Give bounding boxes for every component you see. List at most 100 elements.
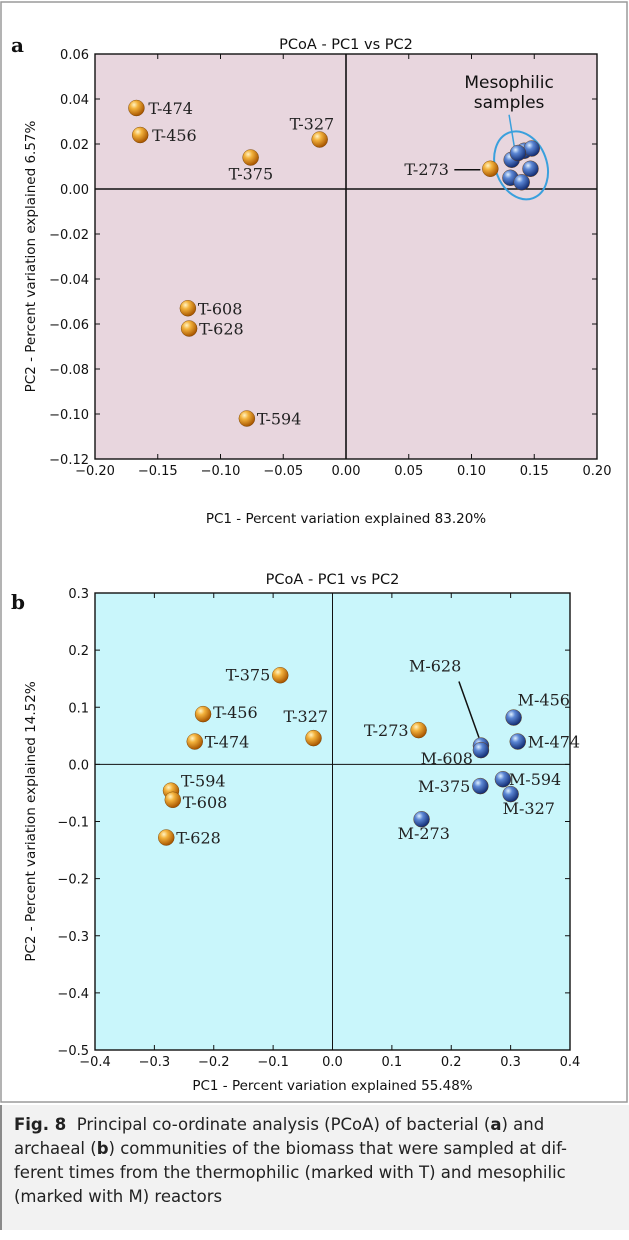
point-label: T-594: [257, 410, 302, 429]
y-tick-label: −0.3: [57, 930, 89, 945]
point-label: T-608: [183, 793, 228, 812]
caption-part-4: ) communities of the biomass that were s…: [14, 1139, 567, 1206]
x-tick-label: −0.15: [138, 464, 178, 479]
caption-part-1: a: [490, 1115, 502, 1134]
y-tick-label: 0.1: [68, 701, 89, 716]
x-tick-label: −0.20: [75, 464, 115, 479]
chart-title: PCoA - PC1 vs PC2: [279, 37, 413, 53]
thermophilic-point: [311, 131, 328, 148]
x-tick-label: 0.4: [560, 1055, 581, 1070]
panel-letter: a: [11, 33, 24, 57]
x-tick-label: −0.1: [257, 1055, 289, 1070]
y-tick-label: 0.2: [68, 644, 89, 659]
x-tick-label: 0.05: [394, 464, 423, 479]
caption-label: Fig. 8: [14, 1115, 67, 1134]
panel-a: −0.20 −0.15 −0.10 −0.05 0.00 0.05 0.10 0.15 0.20…: [11, 33, 611, 527]
x-tick-label: −0.4: [79, 1055, 111, 1070]
point-label: T-456: [152, 126, 197, 145]
y-axis-label: PC2 - Percent variation explained 14.52%: [23, 681, 39, 961]
x-tick-label: −0.05: [263, 464, 303, 479]
point-label: T-375: [229, 165, 274, 184]
mesophilic-point: [502, 785, 519, 803]
mesophilic-point: [509, 733, 526, 750]
y-tick-label: −0.4: [57, 987, 89, 1002]
x-tick-label: −0.3: [139, 1055, 171, 1070]
thermophilic-point: [238, 410, 256, 427]
mesophilic-point: [522, 160, 539, 177]
thermophilic-point: [482, 160, 499, 177]
mesophilic-point: [523, 140, 540, 157]
mesophilic-annotation: Mesophilic samples: [464, 73, 553, 113]
point-label: T-273: [404, 160, 449, 179]
thermophilic-point: [305, 729, 322, 747]
thermophilic-point: [272, 667, 289, 684]
thermophilic-point: [158, 829, 175, 846]
x-axis-label: PC1 - Percent variation explained 83.20%: [206, 511, 486, 527]
point-label: T-474: [148, 99, 193, 118]
y-tick-label: 0.00: [60, 183, 89, 198]
thermophilic-point: [131, 126, 149, 144]
point-label: M-474: [528, 733, 580, 752]
y-tick-label: 0.3: [68, 587, 89, 602]
mesophilic-point: [513, 174, 530, 191]
y-tick-label: −0.10: [49, 408, 89, 423]
point-label: T-273: [364, 721, 409, 740]
y-tick-label: −0.1: [57, 816, 89, 831]
mesophilic-point: [509, 144, 527, 162]
x-tick-label: 0.20: [583, 464, 612, 479]
caption-part-2: ) and archaeal (: [14, 1115, 545, 1158]
x-tick-label: 0.1: [382, 1055, 403, 1070]
x-tick-label: 0.0: [322, 1055, 343, 1070]
x-tick-label: 0.3: [500, 1055, 521, 1070]
x-tick-label: −0.2: [198, 1055, 230, 1070]
y-tick-label: 0.02: [60, 138, 89, 153]
y-tick-label: −0.5: [57, 1044, 89, 1059]
point-label: M-594: [509, 770, 561, 789]
y-tick-label: −0.2: [57, 873, 89, 888]
point-label: T-608: [198, 299, 243, 318]
annotation-line: Mesophilic: [464, 73, 553, 93]
x-tick-label: 0.00: [332, 464, 361, 479]
mesophilic-point: [505, 709, 522, 726]
panel-letter: b: [11, 590, 25, 614]
x-tick-label: 0.10: [457, 464, 486, 479]
point-label: M-628: [409, 657, 461, 676]
thermophilic-point: [194, 705, 212, 723]
thermophilic-point: [164, 791, 181, 808]
panel-b: −0.4 −0.3 −0.2 −0.1 0.0 0.1 0.2 0.3 0.4−0.5−0.4−…: [11, 572, 580, 1094]
thermophilic-point: [410, 721, 427, 739]
thermophilic-point: [242, 149, 259, 166]
y-tick-label: −0.06: [49, 318, 89, 333]
thermophilic-point: [179, 300, 197, 317]
y-tick-label: −0.02: [49, 228, 89, 243]
x-tick-label: 0.15: [520, 464, 549, 479]
caption-box: Fig. 8 Principal co-ordinate analysis (P…: [0, 1105, 629, 1230]
mesophilic-ellipse: [493, 130, 549, 201]
x-tick-label: 0.2: [441, 1055, 462, 1070]
point-label: T-456: [213, 703, 258, 722]
point-label: M-273: [398, 824, 450, 843]
y-tick-label: −0.08: [49, 363, 89, 378]
annotation-line: samples: [474, 93, 545, 113]
y-tick-label: −0.04: [49, 273, 89, 288]
annotation-leader: [508, 114, 516, 152]
point-label: T-594: [181, 772, 226, 791]
point-label: T-474: [205, 733, 250, 752]
point-label: T-327: [284, 707, 329, 726]
mesophilic-point: [413, 811, 430, 828]
x-tick-label: −0.10: [201, 464, 241, 479]
caption-text: Principal co-ordinate analysis (PCoA) of…: [14, 1115, 567, 1206]
mesophilic-point: [494, 771, 512, 788]
point-label: T-375: [226, 665, 271, 684]
figure-caption: Fig. 8 Principal co-ordinate analysis (P…: [14, 1113, 614, 1209]
point-label: M-327: [503, 799, 555, 818]
thermophilic-point: [128, 99, 145, 117]
point-label: M-375: [418, 777, 470, 796]
y-tick-label: −0.12: [49, 453, 89, 468]
label-leader: [458, 681, 480, 738]
chart-title: PCoA - PC1 vs PC2: [266, 572, 400, 588]
caption-part-0: Principal co-ordinate analysis (PCoA) of…: [76, 1115, 491, 1134]
x-axis-label: PC1 - Percent variation explained 55.48%: [192, 1078, 472, 1094]
thermophilic-point: [186, 733, 203, 750]
